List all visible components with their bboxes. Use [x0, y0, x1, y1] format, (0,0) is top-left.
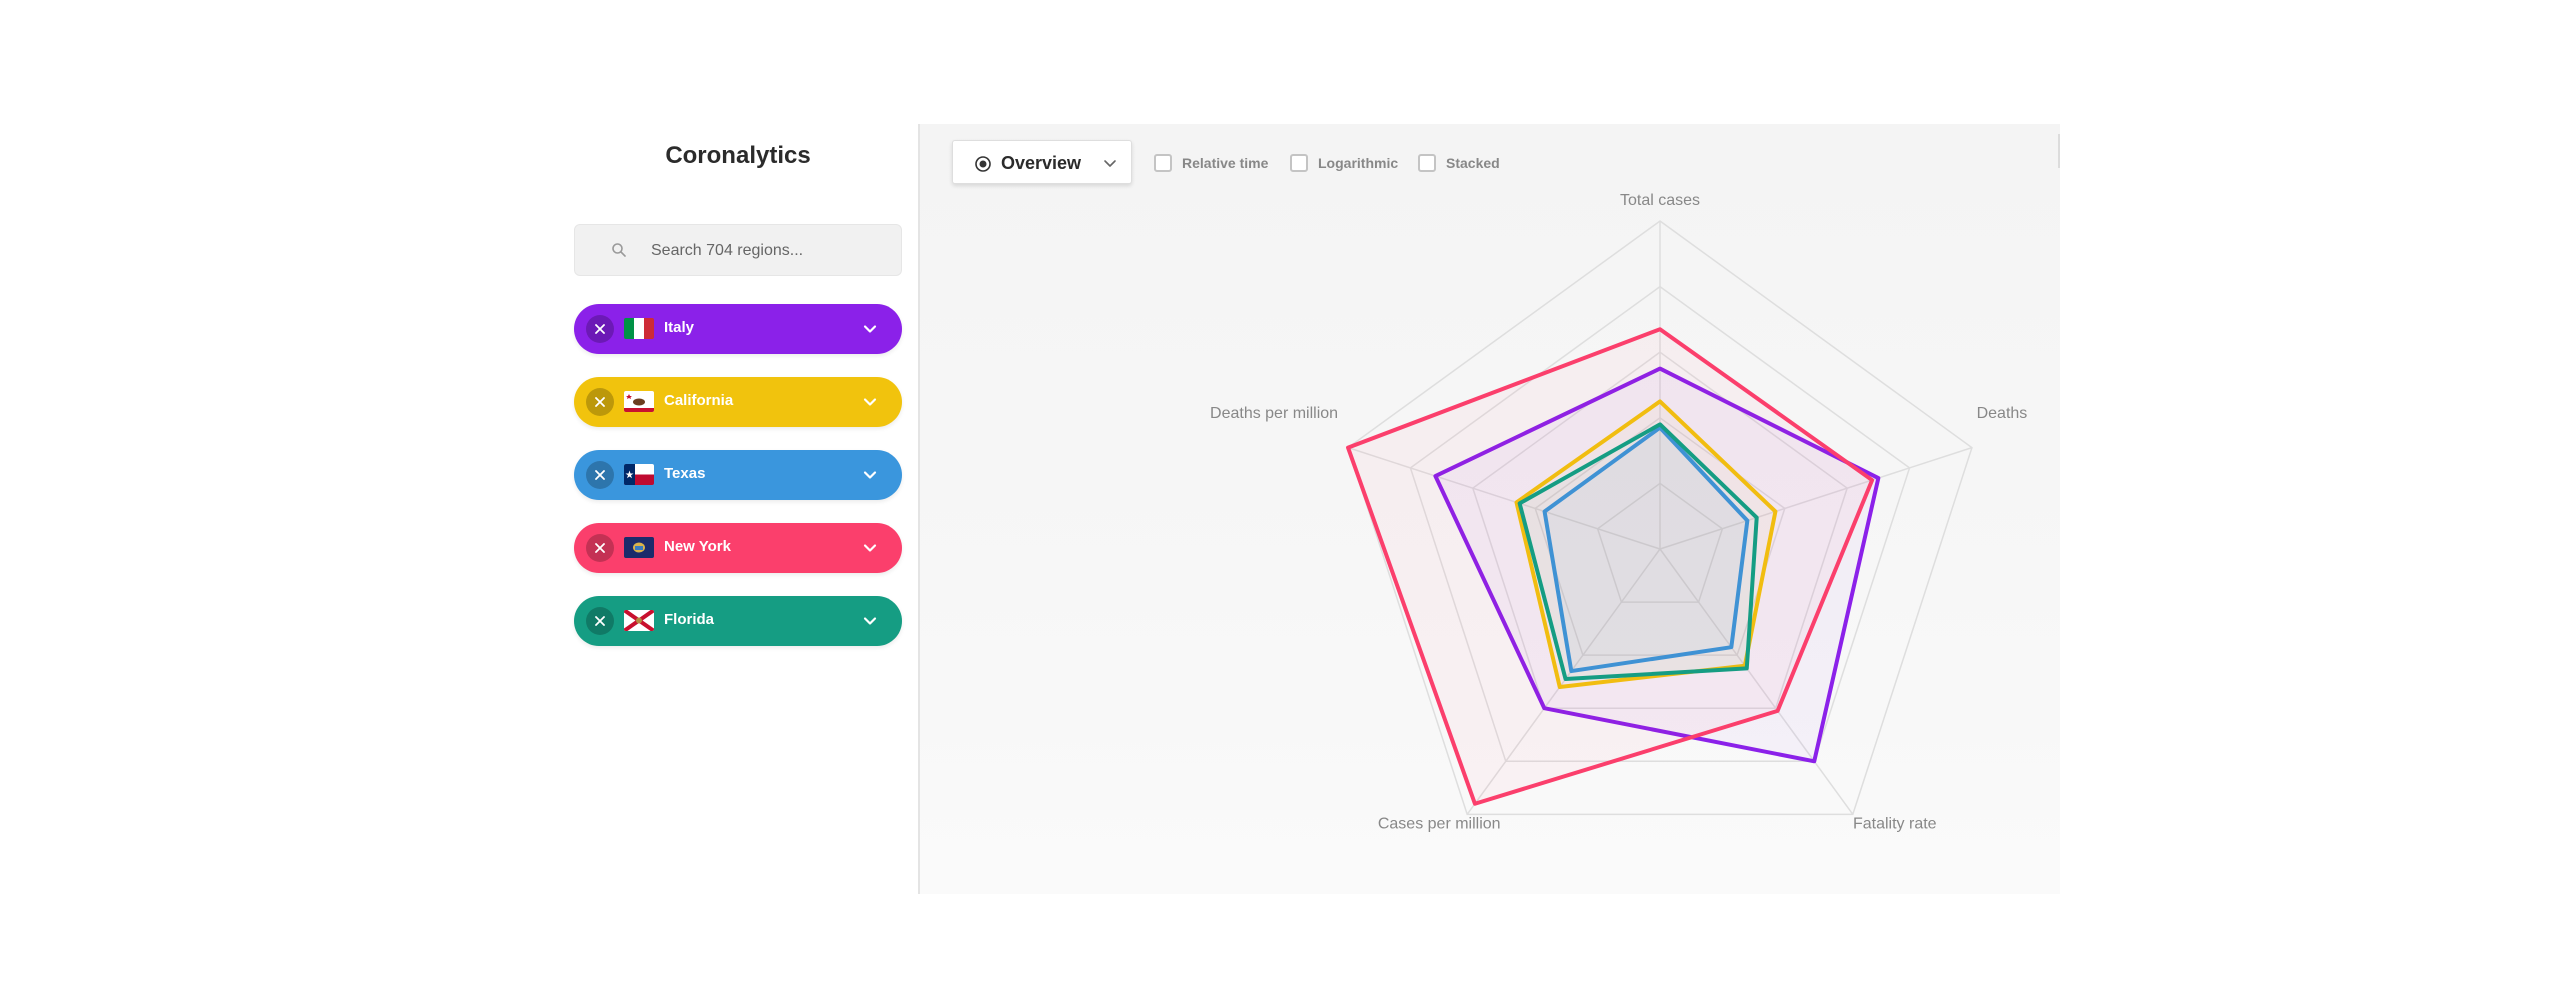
view-dropdown-label: Overview: [1001, 153, 1082, 173]
radar-series-florida: [1517, 422, 1759, 682]
region-pill[interactable]: Italy: [574, 304, 902, 354]
radar-grid-ring: [1471, 351, 1849, 709]
florida-flag: [624, 610, 654, 631]
divider: [918, 124, 920, 894]
stacked-option[interactable]: Stacked: [1418, 153, 1500, 173]
radar-icon: [975, 156, 991, 172]
remove-region-button[interactable]: [586, 315, 614, 343]
relative-time-label: Relative time: [1182, 155, 1269, 171]
panel-edge: [2058, 134, 2060, 168]
region-name: California: [664, 392, 734, 409]
chevron-down-icon[interactable]: [862, 467, 878, 483]
relative-time-option[interactable]: Relative time: [1154, 153, 1268, 173]
chevron-down-icon[interactable]: [862, 394, 878, 410]
radar-axis-line: [1347, 446, 1661, 550]
radar-axis-label: Deaths: [1977, 405, 2028, 422]
radar-series-texas: [1542, 425, 1750, 674]
radar-series-new-york: [1346, 327, 1875, 806]
close-icon: [595, 324, 605, 334]
sidebar: Coronalytics Italy California Texas New Yor…: [574, 124, 902, 894]
region-name: Italy: [664, 319, 695, 336]
region-name: New York: [664, 538, 731, 555]
region-name: Florida: [664, 611, 715, 628]
search-box[interactable]: [574, 224, 902, 276]
region-pill[interactable]: Florida: [574, 596, 902, 646]
chevron-down-icon[interactable]: [862, 540, 878, 556]
radar-axis-label: Total cases: [1620, 192, 1700, 209]
remove-region-button[interactable]: [586, 388, 614, 416]
search-input[interactable]: [651, 235, 881, 267]
italy-flag: [624, 318, 654, 339]
remove-region-button[interactable]: [586, 607, 614, 635]
radar-grid-ring: [1409, 285, 1911, 763]
view-dropdown[interactable]: Overview: [952, 140, 1132, 184]
radar-grid: [1347, 220, 1973, 816]
radar-axis-line: [1466, 548, 1661, 815]
region-pill[interactable]: California: [574, 377, 902, 427]
close-icon: [595, 616, 605, 626]
california-flag: [624, 391, 654, 412]
region-name: Texas: [664, 465, 706, 482]
radar-axis-labels: Total cases Deaths Fatality rate Cases per …: [1210, 192, 2027, 832]
remove-region-button[interactable]: [586, 534, 614, 562]
search-icon: [612, 243, 626, 257]
logarithmic-checkbox[interactable]: [1290, 154, 1308, 172]
relative-time-checkbox[interactable]: [1154, 154, 1172, 172]
radar-axis-line: [1659, 446, 1973, 550]
radar-series: [1346, 327, 1881, 806]
remove-region-button[interactable]: [586, 461, 614, 489]
region-pill[interactable]: Texas: [574, 450, 902, 500]
radar-axis-label: Cases per million: [1378, 816, 1501, 833]
main-panel: Overview Relative time Logarithmic Stack…: [920, 124, 2060, 894]
chevron-down-icon: [1104, 160, 1116, 167]
close-icon: [595, 470, 605, 480]
radar-grid-ring: [1347, 220, 1973, 816]
radar-grid-ring: [1596, 482, 1724, 603]
chevron-down-icon[interactable]: [862, 613, 878, 629]
stacked-checkbox[interactable]: [1418, 154, 1436, 172]
close-icon: [595, 543, 605, 553]
close-icon: [595, 397, 605, 407]
logarithmic-label: Logarithmic: [1318, 155, 1399, 171]
radar-chart: Total cases Deaths Fatality rate Cases per …: [1210, 192, 2027, 832]
chevron-down-icon[interactable]: [862, 321, 878, 337]
region-pill[interactable]: New York: [574, 523, 902, 573]
stacked-label: Stacked: [1446, 155, 1500, 171]
app-title: Coronalytics: [665, 142, 811, 169]
radar-axis-label: Deaths per million: [1210, 405, 1338, 422]
radar-axis-line: [1659, 548, 1854, 815]
texas-flag: [624, 464, 654, 485]
radar-axis-label: Fatality rate: [1853, 816, 1937, 833]
radar-grid-ring: [1534, 416, 1786, 656]
new-york-flag: [624, 537, 654, 558]
logarithmic-option[interactable]: Logarithmic: [1290, 153, 1398, 173]
